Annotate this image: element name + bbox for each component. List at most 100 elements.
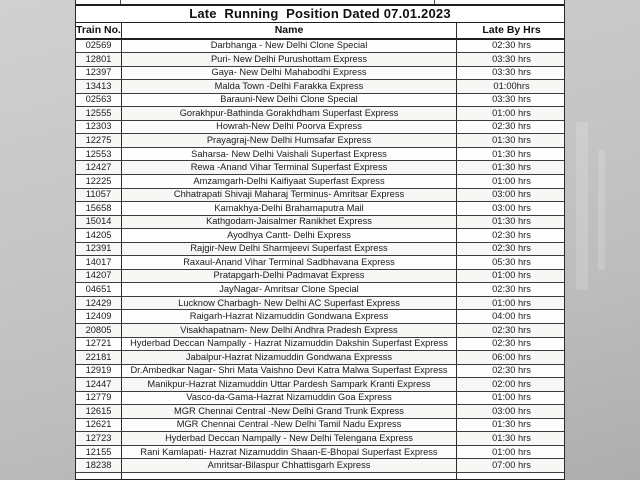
cell-train-no: 12615 [85, 405, 112, 416]
cell-train-no: 12225 [85, 175, 112, 186]
table-row: 12155 Rani Kamlapati- Hazrat Nizamuddin S… [76, 445, 566, 460]
table-row: 02563 Barauni-New Delhi Clone Special 03:3… [76, 93, 566, 108]
table-row: 12615 MGR Chennai Central -New Delhi Gran… [76, 405, 564, 419]
cell-late-by: 03:30 hrs [456, 66, 566, 80]
cell-late-by: 01:00 hrs [456, 445, 566, 459]
table-row: 12409 Raigarh-Hazrat Nizamuddin Gondwana … [76, 310, 564, 324]
table-row: 12303 Howrah-New Delhi Poorva Express 02:3… [76, 120, 566, 135]
cell-train-no: 12621 [85, 419, 112, 430]
cell-train-no: 12397 [85, 67, 112, 78]
cell-train-name: Vasco-da-Gama-Hazrat Nizamuddin Goa Expr… [121, 391, 456, 405]
header-train-no: Train No. [76, 24, 121, 36]
cell-train-no: 14207 [85, 270, 112, 281]
table-row: 12397 Gaya- New Delhi Mahabodhi Express 03… [76, 66, 566, 81]
cell-late-by: 01:30 hrs [456, 134, 566, 147]
cell-late-by: 02:30 hrs [456, 120, 566, 134]
cell-late-by: 02:30 hrs [456, 229, 566, 242]
table-row: 12555 Gorakhpur-Bathinda Gorakhdham Super… [76, 107, 564, 121]
cell-late-by: 02:30 hrs [456, 242, 566, 256]
cell-train-no: 12555 [85, 107, 112, 118]
cell-late-by: 01:00 hrs [456, 391, 566, 405]
cell-late-by: 01:00 hrs [456, 107, 566, 120]
cell-late-by: 07:00 hrs [456, 459, 566, 472]
cell-late-by: 03:30 hrs [456, 93, 566, 107]
cell-train-no: 12303 [85, 121, 112, 132]
table-row: 20805 Visakhapatnam- New Delhi Andhra Pra… [76, 323, 566, 338]
cell-late-by: 01:00 hrs [456, 296, 566, 310]
cell-late-by: 01:00 hrs [456, 269, 566, 283]
cell-train-no: 15658 [85, 202, 112, 213]
cell-late-by: 06:00 hrs [456, 351, 566, 364]
table-row: 12721 Hyderbad Deccan Nampally - Hazrat N… [76, 337, 566, 352]
table-header-row: Train No. Name Late By Hrs [76, 22, 566, 40]
cell-train-name: Ayodhya Cantt- Delhi Express [121, 229, 456, 242]
cell-train-name: Rani Kamlapati- Hazrat Nizamuddin Shaan-… [121, 445, 456, 459]
cell-train-no: 22181 [85, 351, 112, 362]
table-row: 15658 Kamakhya-Delhi Brahamaputra Mail 03:… [76, 202, 564, 216]
cell-late-by: 01:00hrs [456, 80, 566, 93]
cell-train-no: 12427 [85, 162, 112, 173]
cell-train-name: Puri- New Delhi Purushottam Express [121, 53, 456, 66]
table-row: 12553 Saharsa- New Delhi Vaishali Superfa… [76, 147, 566, 162]
cell-late-by: 01:30 hrs [456, 215, 566, 229]
cell-train-no: 13413 [85, 80, 112, 91]
cell-late-by: 02:30 hrs [456, 323, 566, 337]
cell-train-name: Chhatrapati Shivaji Maharaj Terminus- Am… [121, 188, 456, 202]
table-row: 12427 Rewa -Anand Vihar Terminal Superfas… [76, 161, 564, 175]
table-row: 22181 Jabalpur-Hazrat Nizamuddin Gondwana… [76, 351, 564, 365]
cell-train-name: Jabalpur-Hazrat Nizamuddin Gondwana Expr… [121, 351, 456, 364]
cell-train-no: 12919 [85, 365, 112, 376]
table-title: Late Running Position Dated 07.01.2023 [76, 6, 564, 23]
cell-late-by: 02:00 hrs [456, 378, 566, 391]
table-row: 12429 Lucknow Charbagh- New Delhi AC Supe… [76, 296, 566, 311]
cell-train-name: Amritsar-Bilaspur Chhattisgarh Express [121, 459, 456, 472]
cell-train-name: Manikpur-Hazrat Nizamuddin Uttar Pardesh… [121, 378, 456, 391]
header-late-by-hrs: Late By Hrs [456, 22, 566, 38]
cell-train-no: 12429 [85, 297, 112, 308]
cell-train-no: 12721 [85, 338, 112, 349]
table-row: 12275 Prayagraj-New Delhi Humsafar Expres… [76, 134, 564, 148]
cell-train-name: Howrah-New Delhi Poorva Express [121, 120, 456, 134]
cell-late-by: 03:00 hrs [456, 405, 566, 418]
cell-train-no: 15014 [85, 216, 112, 227]
cell-late-by: 01:30 hrs [456, 432, 566, 445]
cell-train-name: Raxaul-Anand Vihar Terminal Sadbhavana E… [121, 256, 456, 269]
table-row: 12779 Vasco-da-Gama-Hazrat Nizamuddin Goa… [76, 391, 566, 406]
spreadsheet-partial-row [76, 0, 564, 6]
cell-train-name: JayNagar- Amritsar Clone Special [121, 283, 456, 296]
table-row: 12621 MGR Chennai Central -New Delhi Tami… [76, 418, 564, 433]
table-row: 12447 Manikpur-Hazrat Nizamuddin Uttar Pa… [76, 378, 564, 392]
cell-train-name: Hyderbad Deccan Nampally - New Delhi Tel… [121, 432, 456, 445]
cell-late-by: 02:30 hrs [456, 364, 566, 378]
cell-train-name: Saharsa- New Delhi Vaishali Superfast Ex… [121, 147, 456, 161]
cell-late-by: 01:30 hrs [456, 147, 566, 161]
cell-train-name: Barauni-New Delhi Clone Special [121, 93, 456, 107]
cell-train-no: 12801 [85, 53, 112, 64]
cell-late-by: 02:30 hrs [456, 283, 566, 296]
table-row: 12225 Amzamgarh-Delhi Kaifiyaat Superfast… [76, 174, 564, 189]
cell-train-name: Prayagraj-New Delhi Humsafar Express [121, 134, 456, 147]
table-row: 12723 Hyderbad Deccan Nampally - New Delh… [76, 432, 564, 446]
cell-train-name: Gaya- New Delhi Mahabodhi Express [121, 66, 456, 80]
cell-train-no: 14205 [85, 229, 112, 240]
table-row: 12801 Puri- New Delhi Purushottam Express… [76, 53, 564, 67]
cell-late-by: 03:30 hrs [456, 53, 566, 66]
table-row: 12919 Dr.Ambedkar Nagar- Shri Mata Vaishn… [76, 364, 566, 379]
cell-train-no: 02569 [85, 40, 112, 51]
cell-train-no: 12779 [85, 392, 112, 403]
cell-train-no: 02563 [85, 94, 112, 105]
table-row: 12391 Rajgir-New Delhi Sharmjeevi Superfa… [76, 242, 566, 257]
table-row: 14205 Ayodhya Cantt- Delhi Express 02:30 h… [76, 229, 564, 243]
cell-train-no: 12409 [85, 311, 112, 322]
cell-train-name: MGR Chennai Central -New Delhi Grand Tru… [121, 405, 456, 418]
cell-late-by: 01:30 hrs [456, 161, 566, 174]
cell-late-by: 02:30 hrs [456, 337, 566, 351]
cell-train-name: Gorakhpur-Bathinda Gorakhdham Superfast … [121, 107, 456, 120]
cell-late-by: 03:00 hrs [456, 202, 566, 215]
cell-train-name: Malda Town -Delhi Farakka Express [121, 80, 456, 93]
cell-train-name: Visakhapatnam- New Delhi Andhra Pradesh … [121, 323, 456, 337]
cell-train-no: 12553 [85, 148, 112, 159]
column-divider [434, 0, 435, 4]
table-row: 13413 Malda Town -Delhi Farakka Express 01… [76, 80, 564, 94]
